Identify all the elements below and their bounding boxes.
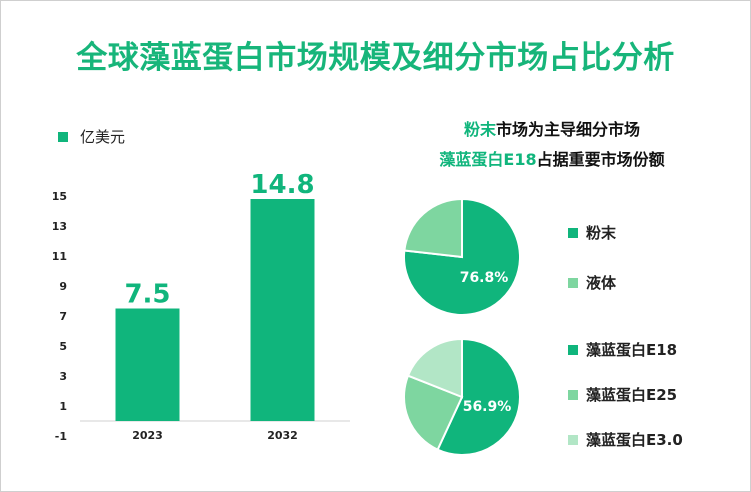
pie2-slice	[436, 337, 521, 456]
bar-unit-label: 亿美元	[80, 128, 126, 146]
pie2-legend-swatch-2	[568, 434, 578, 445]
y-tick-label: 9	[59, 280, 67, 293]
pie2-data-label: 56.9%	[463, 399, 512, 415]
pie2-legend-item-0: 藻蓝蛋白E18	[568, 339, 677, 360]
y-tick-label: -1	[55, 430, 67, 443]
bar-data-label: 14.8	[250, 170, 314, 200]
pie1-headline-highlight: 粉末	[463, 120, 496, 139]
pie2-legend-label-1: 藻蓝蛋白E25	[586, 386, 678, 404]
pie2-headline-highlight: 藻蓝蛋白E18	[439, 150, 537, 169]
bar	[250, 199, 315, 421]
y-tick-label: 15	[52, 190, 67, 203]
pie2-legend-swatch-0	[568, 344, 578, 355]
bar	[115, 308, 180, 421]
pie2-legend-item-2: 藻蓝蛋白E3.0	[568, 429, 683, 450]
pie2-slice	[406, 337, 463, 399]
pie2-legend-label-0: 藻蓝蛋白E18	[586, 341, 678, 359]
pie2-legend-swatch-1	[568, 389, 578, 400]
bar-unit-legend: 亿美元	[58, 126, 125, 147]
y-tick-label: 11	[52, 250, 67, 263]
pie2-slice	[403, 374, 464, 451]
pie2-headline: 藻蓝蛋白E18占据重要市场份额	[402, 146, 702, 170]
pie1-legend-item-1: 液体	[568, 272, 616, 293]
pie1-headline-rest: 市场为主导细分市场	[496, 120, 641, 139]
pie2-headline-rest: 占据重要市场份额	[536, 150, 665, 169]
y-tick-label: 1	[59, 400, 67, 413]
pie1-data-label: 76.8%	[460, 270, 509, 286]
y-tick-label: 13	[52, 220, 67, 233]
y-tick-label: 5	[59, 340, 67, 353]
pie1-legend-item-0: 粉末	[568, 222, 616, 243]
pie1-legend-label-0: 粉末	[586, 224, 617, 242]
pie2-legend-label-2: 藻蓝蛋白E3.0	[586, 431, 683, 449]
x-tick-label: 2032	[267, 429, 298, 442]
y-tick-label: 3	[59, 370, 67, 383]
pie1-legend-swatch-0	[568, 227, 578, 238]
bar-data-label: 7.5	[124, 280, 170, 310]
pie1-headline: 粉末市场为主导细分市场	[402, 116, 702, 140]
page-title: 全球藻蓝蛋白市场规模及细分市场占比分析	[76, 40, 675, 76]
pie1-legend-swatch-1	[568, 277, 578, 288]
bar-legend-swatch	[58, 131, 68, 142]
pie1-legend-label-1: 液体	[586, 274, 617, 292]
y-tick-label: 7	[59, 310, 67, 323]
pie1-slice	[403, 197, 463, 259]
x-tick-label: 2023	[132, 429, 163, 442]
pie1-slice	[403, 197, 521, 316]
pie2-legend-item-1: 藻蓝蛋白E25	[568, 384, 677, 405]
